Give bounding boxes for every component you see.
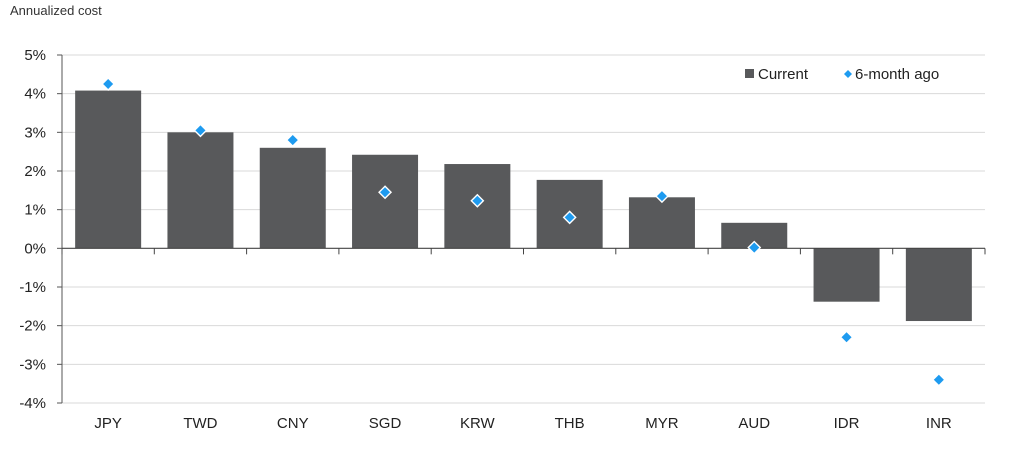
- y-tick-label: 5%: [24, 47, 46, 64]
- marker-idr: [839, 330, 854, 345]
- y-tick-label: -4%: [19, 395, 46, 412]
- bar-sgd: [352, 154, 419, 249]
- x-tick-label: AUD: [738, 415, 770, 432]
- bar-myr: [628, 197, 695, 249]
- bar-inr: [905, 248, 972, 322]
- tick-labels: 5% 4% 3% 2% 1% 0% -1% -2% -3% -4% JPY TWD CNY SGD KRW T…: [19, 47, 952, 432]
- y-tick-label: 0%: [24, 240, 46, 257]
- y-tick-label: 3%: [24, 124, 46, 141]
- x-tick-label: JPY: [94, 415, 122, 432]
- y-tick-label: -3%: [19, 356, 46, 373]
- x-tick-label: SGD: [369, 415, 402, 432]
- x-tick-label: THB: [555, 415, 585, 432]
- marker-krw: [470, 193, 485, 208]
- gridlines: [62, 54, 985, 404]
- axes: [57, 54, 986, 404]
- y-tick-label: -1%: [19, 279, 46, 296]
- bar-idr: [813, 248, 880, 302]
- legend-swatch-current: [745, 69, 754, 78]
- x-tick-label: MYR: [645, 415, 679, 432]
- bar-twd: [167, 132, 234, 249]
- bar-series: [75, 90, 972, 322]
- marker-inr: [931, 372, 946, 387]
- x-tick-label: IDR: [834, 415, 860, 432]
- x-tick-label: TWD: [183, 415, 217, 432]
- x-tick-label: INR: [926, 415, 952, 432]
- legend-label-current: Current: [758, 66, 809, 83]
- marker-aud: [747, 240, 762, 255]
- y-tick-label: 1%: [24, 202, 46, 219]
- y-tick-label: -2%: [19, 318, 46, 335]
- marker-cny: [285, 133, 300, 148]
- marker-sgd: [378, 185, 393, 200]
- marker-myr: [654, 189, 669, 204]
- legend: Current 6-month ago: [745, 66, 939, 83]
- x-tick-label: KRW: [460, 415, 496, 432]
- y-tick-label: 4%: [24, 86, 46, 103]
- marker-thb: [562, 210, 577, 225]
- bar-jpy: [75, 90, 142, 249]
- marker-jpy: [101, 77, 116, 91]
- marker-twd: [193, 123, 208, 138]
- legend-swatch-6-month-ago: [844, 70, 852, 78]
- legend-label-6-month-ago: 6-month ago: [855, 66, 939, 83]
- x-tick-label: CNY: [277, 415, 309, 432]
- chart-title: Annualized cost: [10, 3, 102, 18]
- y-tick-label: 2%: [24, 163, 46, 180]
- marker-series: [101, 77, 946, 387]
- bar-cny: [259, 147, 326, 249]
